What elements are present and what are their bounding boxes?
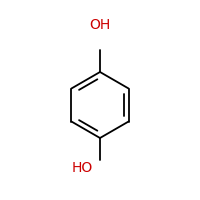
Text: HO: HO <box>72 161 93 175</box>
Text: OH: OH <box>89 18 111 32</box>
